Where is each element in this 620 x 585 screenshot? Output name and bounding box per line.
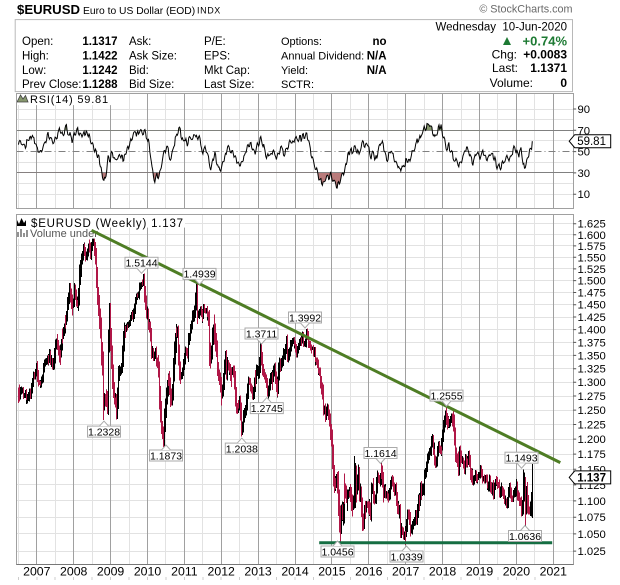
- svg-text:1.250: 1.250: [578, 405, 606, 417]
- svg-text:1.225: 1.225: [578, 420, 606, 432]
- svg-text:Chg:: Chg:: [492, 48, 517, 62]
- svg-text:1.1371: 1.1371: [530, 61, 567, 75]
- svg-text:59.81: 59.81: [577, 136, 606, 148]
- svg-text:© StockCharts.com: © StockCharts.com: [479, 4, 572, 16]
- svg-text:90: 90: [578, 104, 591, 116]
- svg-text:1.600: 1.600: [578, 230, 606, 242]
- svg-text:Last:: Last:: [492, 61, 518, 75]
- svg-text:2017: 2017: [392, 565, 420, 579]
- svg-text:+0.0083: +0.0083: [523, 48, 567, 62]
- svg-text:2014: 2014: [281, 565, 309, 579]
- svg-text:no: no: [372, 36, 386, 48]
- svg-text:N/A: N/A: [367, 51, 387, 63]
- svg-text:1.1288: 1.1288: [82, 79, 118, 91]
- svg-text:1.425: 1.425: [578, 312, 606, 324]
- svg-text:1.275: 1.275: [578, 391, 606, 403]
- svg-text:2018: 2018: [429, 565, 457, 579]
- svg-text:Wednesday 10-Jun-2020: Wednesday 10-Jun-2020: [436, 21, 568, 33]
- svg-text:1.550: 1.550: [578, 252, 606, 264]
- svg-text:1.325: 1.325: [578, 364, 606, 376]
- svg-text:1.1614: 1.1614: [364, 448, 396, 460]
- svg-text:1.1317: 1.1317: [82, 36, 117, 48]
- svg-text:Open:: Open:: [22, 36, 53, 48]
- svg-text:2007: 2007: [23, 565, 51, 579]
- svg-text:1.575: 1.575: [578, 241, 606, 253]
- svg-text:1.075: 1.075: [578, 512, 606, 524]
- svg-text:Bid Size:: Bid Size:: [129, 79, 174, 91]
- svg-text:1.475: 1.475: [578, 288, 606, 300]
- svg-text:2012: 2012: [208, 565, 236, 579]
- svg-text:2016: 2016: [355, 565, 383, 579]
- svg-text:1.525: 1.525: [578, 264, 606, 276]
- svg-text:$EURUSD (Weekly) 1.137: $EURUSD (Weekly) 1.137: [31, 218, 184, 230]
- svg-text:2015: 2015: [318, 565, 346, 579]
- svg-text:Mkt Cap:: Mkt Cap:: [204, 65, 250, 77]
- svg-text:50: 50: [578, 147, 591, 159]
- svg-text:N/A: N/A: [367, 65, 387, 77]
- svg-text:1.1242: 1.1242: [82, 65, 117, 77]
- svg-text:Ask Size:: Ask Size:: [129, 51, 177, 63]
- svg-text:1.350: 1.350: [578, 350, 606, 362]
- svg-text:1.1873: 1.1873: [150, 450, 182, 462]
- svg-text:1.500: 1.500: [578, 276, 606, 288]
- svg-text:1.450: 1.450: [578, 300, 606, 312]
- svg-text:Ask:: Ask:: [129, 36, 151, 48]
- svg-text:2008: 2008: [60, 565, 88, 579]
- svg-text:INDX: INDX: [197, 6, 221, 16]
- svg-text:Bid:: Bid:: [129, 65, 149, 77]
- svg-text:1.625: 1.625: [578, 219, 606, 231]
- svg-text:10: 10: [578, 189, 591, 201]
- svg-text:1.200: 1.200: [578, 434, 606, 446]
- svg-text:2013: 2013: [244, 565, 272, 579]
- svg-text:+0.74%: +0.74%: [523, 34, 568, 49]
- svg-text:Euro to US Dollar (EOD): Euro to US Dollar (EOD): [83, 6, 195, 17]
- svg-text:1.400: 1.400: [578, 325, 606, 337]
- svg-text:2021: 2021: [540, 565, 568, 579]
- svg-text:1.2328: 1.2328: [88, 426, 120, 438]
- svg-text:1.3992: 1.3992: [289, 312, 321, 324]
- svg-text:Last Size:: Last Size:: [204, 79, 255, 91]
- svg-text:2020: 2020: [503, 565, 531, 579]
- svg-text:Options:: Options:: [281, 36, 322, 48]
- svg-text:0: 0: [560, 76, 567, 90]
- svg-text:Yield:: Yield:: [281, 65, 308, 77]
- svg-text:30: 30: [578, 168, 591, 180]
- svg-text:1.050: 1.050: [578, 529, 606, 541]
- svg-text:1.175: 1.175: [578, 449, 606, 461]
- svg-text:Volume under: Volume under: [30, 228, 98, 240]
- svg-text:1.2555: 1.2555: [430, 390, 462, 402]
- svg-text:Low:: Low:: [22, 65, 46, 77]
- svg-text:1.5144: 1.5144: [125, 258, 157, 270]
- svg-text:$EURUSD: $EURUSD: [17, 2, 80, 17]
- svg-text:Prev Close:: Prev Close:: [22, 79, 81, 91]
- svg-text:1.2038: 1.2038: [226, 443, 258, 455]
- svg-text:1.0339: 1.0339: [390, 551, 422, 563]
- svg-text:SCTR:: SCTR:: [281, 79, 314, 91]
- svg-text:EPS:: EPS:: [204, 51, 230, 63]
- svg-text:RSI(14) 59.81: RSI(14) 59.81: [30, 94, 109, 106]
- svg-text:1.2745: 1.2745: [251, 403, 283, 415]
- svg-text:High:: High:: [22, 51, 49, 63]
- svg-text:2019: 2019: [466, 565, 494, 579]
- svg-text:2010: 2010: [134, 565, 162, 579]
- svg-text:1.1422: 1.1422: [82, 51, 117, 63]
- svg-text:P/E:: P/E:: [204, 36, 226, 48]
- svg-text:2011: 2011: [171, 565, 198, 579]
- svg-text:1.375: 1.375: [578, 337, 606, 349]
- svg-text:Annual Dividend:: Annual Dividend:: [281, 51, 364, 63]
- svg-text:1.3711: 1.3711: [246, 328, 277, 340]
- svg-text:1.4939: 1.4939: [183, 269, 215, 281]
- svg-text:1.025: 1.025: [578, 546, 606, 558]
- svg-text:Volume:: Volume:: [490, 76, 533, 90]
- svg-text:1.1493: 1.1493: [505, 453, 537, 465]
- svg-text:1.300: 1.300: [578, 377, 606, 389]
- svg-text:1.100: 1.100: [578, 496, 606, 508]
- svg-text:1.137: 1.137: [577, 472, 606, 484]
- svg-text:1.0636: 1.0636: [509, 531, 541, 543]
- svg-text:2009: 2009: [97, 565, 125, 579]
- svg-text:1.0456: 1.0456: [321, 546, 353, 558]
